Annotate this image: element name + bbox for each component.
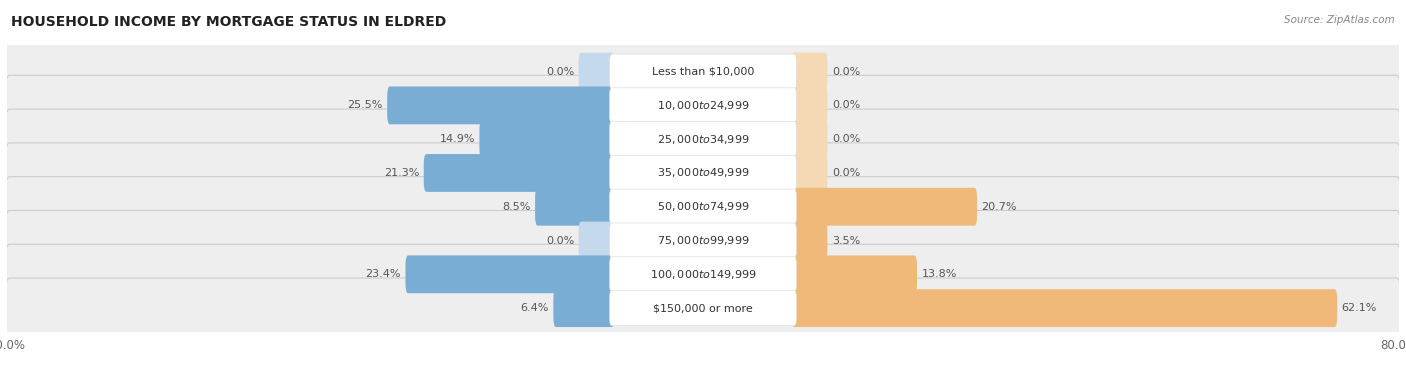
FancyBboxPatch shape bbox=[609, 88, 797, 123]
FancyBboxPatch shape bbox=[792, 188, 977, 226]
FancyBboxPatch shape bbox=[387, 86, 614, 124]
FancyBboxPatch shape bbox=[554, 289, 614, 327]
FancyBboxPatch shape bbox=[6, 210, 1400, 271]
FancyBboxPatch shape bbox=[609, 257, 797, 292]
Text: $100,000 to $149,999: $100,000 to $149,999 bbox=[650, 268, 756, 281]
FancyBboxPatch shape bbox=[609, 291, 797, 326]
FancyBboxPatch shape bbox=[609, 189, 797, 224]
FancyBboxPatch shape bbox=[6, 75, 1400, 135]
FancyBboxPatch shape bbox=[579, 222, 614, 259]
FancyBboxPatch shape bbox=[792, 86, 827, 124]
FancyBboxPatch shape bbox=[609, 54, 797, 89]
Text: HOUSEHOLD INCOME BY MORTGAGE STATUS IN ELDRED: HOUSEHOLD INCOME BY MORTGAGE STATUS IN E… bbox=[11, 15, 447, 29]
Text: $35,000 to $49,999: $35,000 to $49,999 bbox=[657, 167, 749, 179]
Text: 6.4%: 6.4% bbox=[520, 303, 548, 313]
Text: $10,000 to $24,999: $10,000 to $24,999 bbox=[657, 99, 749, 112]
FancyBboxPatch shape bbox=[6, 109, 1400, 169]
FancyBboxPatch shape bbox=[792, 289, 1337, 327]
FancyBboxPatch shape bbox=[6, 177, 1400, 237]
FancyBboxPatch shape bbox=[609, 155, 797, 190]
FancyBboxPatch shape bbox=[6, 143, 1400, 203]
Text: 0.0%: 0.0% bbox=[832, 168, 860, 178]
Text: $150,000 or more: $150,000 or more bbox=[654, 303, 752, 313]
FancyBboxPatch shape bbox=[6, 41, 1400, 102]
Text: 21.3%: 21.3% bbox=[384, 168, 419, 178]
FancyBboxPatch shape bbox=[536, 188, 614, 226]
FancyBboxPatch shape bbox=[792, 154, 827, 192]
Text: 8.5%: 8.5% bbox=[502, 202, 530, 212]
Text: Source: ZipAtlas.com: Source: ZipAtlas.com bbox=[1284, 15, 1395, 25]
FancyBboxPatch shape bbox=[609, 223, 797, 258]
FancyBboxPatch shape bbox=[792, 222, 827, 259]
Text: 0.0%: 0.0% bbox=[832, 67, 860, 77]
FancyBboxPatch shape bbox=[609, 122, 797, 157]
FancyBboxPatch shape bbox=[792, 120, 827, 158]
Text: 14.9%: 14.9% bbox=[440, 134, 475, 144]
Text: 0.0%: 0.0% bbox=[546, 67, 574, 77]
FancyBboxPatch shape bbox=[792, 255, 917, 293]
FancyBboxPatch shape bbox=[405, 255, 614, 293]
FancyBboxPatch shape bbox=[6, 278, 1400, 338]
Text: 23.4%: 23.4% bbox=[366, 269, 401, 279]
Text: 20.7%: 20.7% bbox=[981, 202, 1017, 212]
FancyBboxPatch shape bbox=[423, 154, 614, 192]
Text: $25,000 to $34,999: $25,000 to $34,999 bbox=[657, 133, 749, 146]
FancyBboxPatch shape bbox=[579, 53, 614, 90]
Text: 13.8%: 13.8% bbox=[921, 269, 956, 279]
FancyBboxPatch shape bbox=[6, 244, 1400, 304]
Text: 62.1%: 62.1% bbox=[1341, 303, 1376, 313]
FancyBboxPatch shape bbox=[479, 120, 614, 158]
Text: 0.0%: 0.0% bbox=[546, 236, 574, 245]
FancyBboxPatch shape bbox=[792, 53, 827, 90]
Text: $75,000 to $99,999: $75,000 to $99,999 bbox=[657, 234, 749, 247]
Text: 3.5%: 3.5% bbox=[832, 236, 860, 245]
Text: 0.0%: 0.0% bbox=[832, 134, 860, 144]
Text: Less than $10,000: Less than $10,000 bbox=[652, 67, 754, 77]
Text: $50,000 to $74,999: $50,000 to $74,999 bbox=[657, 200, 749, 213]
Text: 0.0%: 0.0% bbox=[832, 100, 860, 110]
Text: 25.5%: 25.5% bbox=[347, 100, 382, 110]
